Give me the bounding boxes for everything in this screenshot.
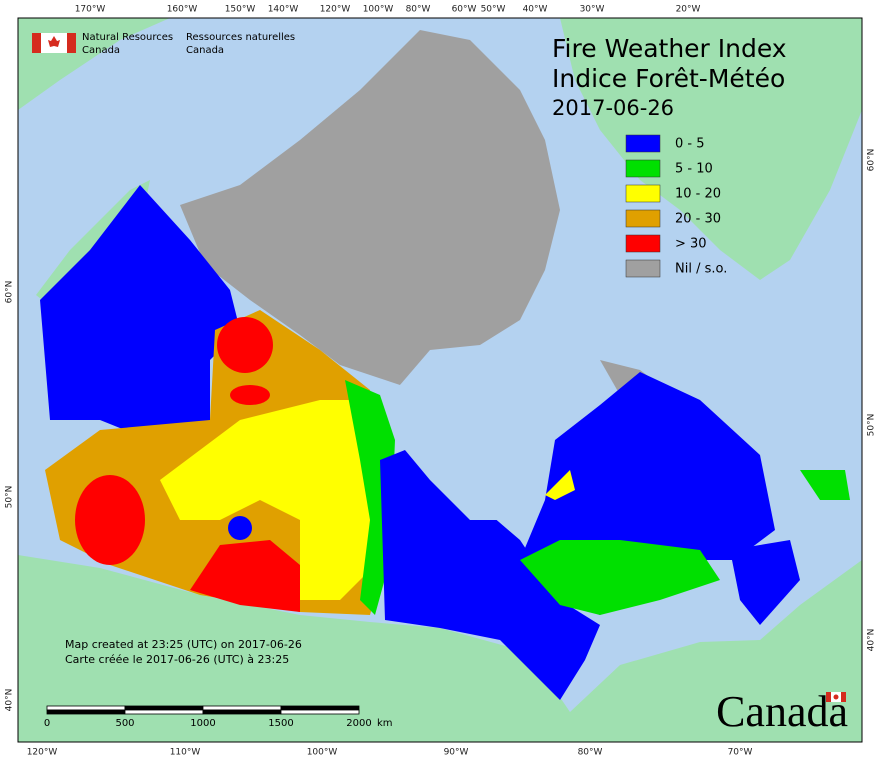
graticule-label: 70°W xyxy=(728,748,753,758)
legend-label: 0 - 5 xyxy=(675,137,705,152)
fwi-low xyxy=(40,185,240,440)
graticule-label: 120°W xyxy=(27,748,58,758)
graticule-label: 40°N xyxy=(867,629,877,652)
fwi-extreme xyxy=(217,317,273,373)
wordmark-flag xyxy=(826,692,846,702)
legend-swatch xyxy=(625,184,661,203)
fwi-moderate xyxy=(520,540,720,615)
scale-bar: 0 500 1000 1500 2000 km xyxy=(44,705,393,729)
graticule-label: 50°W xyxy=(481,5,506,15)
org-en: Canada xyxy=(82,45,120,56)
nrcan-logo xyxy=(32,33,76,53)
graticule-label: 170°W xyxy=(75,5,106,15)
legend-label: 20 - 30 xyxy=(675,212,721,227)
scale-unit: km xyxy=(377,718,393,729)
hudson-bay xyxy=(400,345,555,520)
flag-bar xyxy=(841,692,846,702)
scale-label: 2000 xyxy=(346,718,371,729)
scale-segment xyxy=(124,709,204,715)
graticule-label: 80°W xyxy=(578,748,603,758)
legend-swatch xyxy=(625,234,661,253)
graticule-label: 150°W xyxy=(225,5,256,15)
fwi-medium xyxy=(160,400,385,600)
title: Fire Weather Index xyxy=(552,34,787,63)
graticule-label: 20°W xyxy=(676,5,701,15)
fwi-low xyxy=(380,450,600,700)
org-fr: Canada xyxy=(186,45,224,56)
scale-label: 500 xyxy=(115,718,134,729)
legend-swatch xyxy=(625,134,661,153)
graticule-label: 40°N xyxy=(5,689,15,712)
legend-swatch xyxy=(625,209,661,228)
greenland xyxy=(560,18,862,280)
scale-segment xyxy=(46,709,126,715)
legend-label: 5 - 10 xyxy=(675,162,713,177)
graticule-label: 110°W xyxy=(170,748,201,758)
graticule-label: 100°W xyxy=(363,5,394,15)
org-fr: Ressources naturelles xyxy=(186,32,295,43)
org-en: Natural Resources xyxy=(82,32,173,43)
graticule-label: 60°N xyxy=(5,281,15,304)
flag-bar xyxy=(32,33,41,53)
graticule-label: 50°N xyxy=(867,414,877,437)
usa xyxy=(18,555,862,742)
date: 2017-06-26 xyxy=(552,96,674,120)
fwi-moderate xyxy=(345,380,395,615)
graticule-label: 40°W xyxy=(523,5,548,15)
graticule-label: 30°W xyxy=(580,5,605,15)
scale-segment xyxy=(202,709,282,715)
fwi-extreme xyxy=(230,385,270,405)
graticule-label: 50°N xyxy=(5,486,15,509)
graticule-label: 90°W xyxy=(444,748,469,758)
graticule-label: 60°W xyxy=(452,5,477,15)
maple-leaf xyxy=(48,36,60,47)
graticule-label: 60°N xyxy=(867,149,877,172)
graticule-label: 80°W xyxy=(406,5,431,15)
scale-segment xyxy=(280,709,360,715)
credit: Map created at 23:25 (UTC) on 2017-06-26 xyxy=(65,638,302,651)
legend-swatch xyxy=(625,159,661,178)
flag-bar xyxy=(826,692,831,702)
scale-segment xyxy=(280,705,360,711)
graticule-label: 160°W xyxy=(167,5,198,15)
map-frame xyxy=(17,17,863,743)
graticule-label: 100°W xyxy=(307,748,338,758)
legend-swatch xyxy=(625,259,661,278)
credit: Carte créée le 2017-06-26 (UTC) à 23:25 xyxy=(65,653,289,666)
legend-label: Nil / s.o. xyxy=(675,262,727,277)
legend-label: > 30 xyxy=(675,237,707,252)
graticule-label: 140°W xyxy=(268,5,299,15)
graticule-label: 120°W xyxy=(320,5,351,15)
fwi-extreme xyxy=(75,475,145,565)
flag-bar xyxy=(67,33,76,53)
fwi-low xyxy=(228,516,252,540)
legend: 0 - 5 5 - 10 10 - 20 20 - 30 > 30 Nil / s.o. xyxy=(625,134,727,278)
maple-leaf xyxy=(833,694,839,700)
scale-segment xyxy=(46,705,126,711)
map-area xyxy=(17,17,863,743)
fwi-extreme xyxy=(190,540,300,612)
legend-label: 10 - 20 xyxy=(675,187,721,202)
scale-label: 0 xyxy=(44,718,50,729)
scale-label: 1000 xyxy=(190,718,215,729)
scale-segment xyxy=(124,705,204,711)
title: Indice Forêt-Météo xyxy=(552,64,785,93)
fwi-moderate xyxy=(800,470,850,500)
scale-segment xyxy=(202,705,282,711)
fwi-medium xyxy=(545,470,575,500)
fwi-low xyxy=(730,540,800,625)
arctic-no-data xyxy=(180,30,560,385)
scale-label: 1500 xyxy=(268,718,293,729)
